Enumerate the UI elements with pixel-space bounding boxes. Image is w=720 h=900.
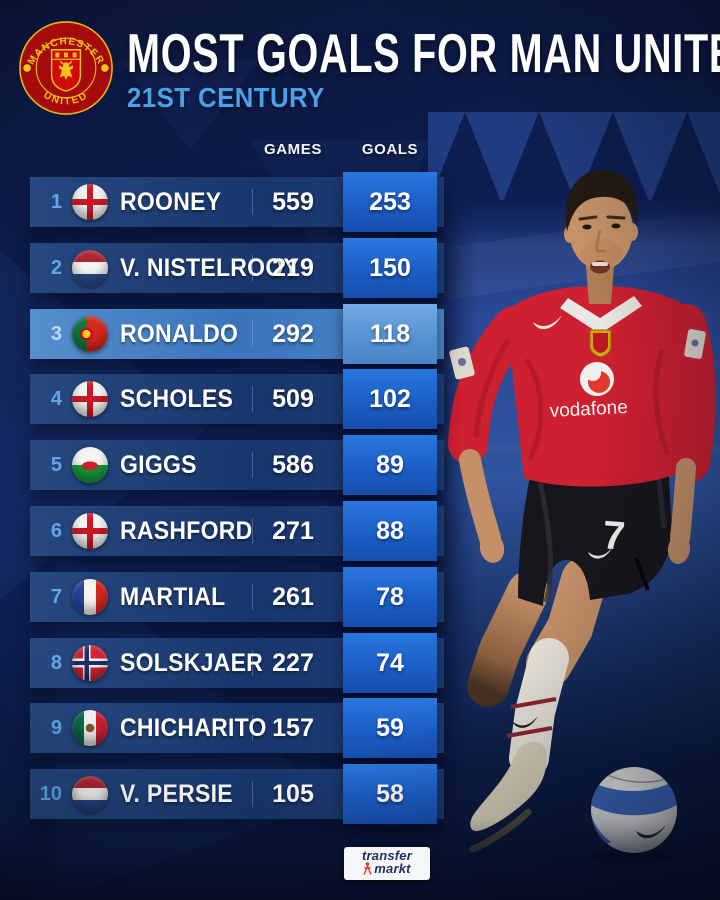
player-name: CHICHARITO	[120, 714, 267, 742]
rank-label: 8	[50, 652, 62, 674]
flag-england-icon	[72, 184, 108, 220]
player-name: RASHFORD	[120, 517, 253, 545]
flag-mexico-icon	[72, 710, 108, 746]
man-united-crest: MANCHESTER UNITED	[19, 21, 113, 115]
table-row: 8 SOLSKJAER 227 74	[30, 633, 444, 693]
player-name: RONALDO	[120, 320, 239, 348]
games-column-header: GAMES	[263, 141, 322, 158]
goals-value: 150	[369, 254, 411, 282]
rank-label: 4	[50, 388, 62, 410]
goals-box: 118	[343, 304, 437, 364]
games-value: 105	[272, 780, 314, 808]
goals-box: 59	[343, 698, 437, 758]
goals-box: 150	[343, 238, 437, 298]
goals-value: 253	[369, 188, 411, 216]
games-value: 219	[272, 254, 314, 282]
goals-box: 74	[343, 633, 437, 693]
games-value: 559	[272, 188, 314, 216]
table-row: 5 GIGGS 586 89	[30, 435, 444, 495]
table-row: 2 V. NISTELROOY 219 150	[30, 238, 444, 298]
flag-france-icon	[72, 579, 108, 615]
table-row: 4 SCHOLES 509 102	[30, 369, 444, 429]
page-title: MOST GOALS FOR MAN UNITED	[127, 22, 720, 84]
goals-box: 253	[343, 172, 437, 232]
rank-label: 7	[50, 586, 62, 608]
rank-label: 3	[50, 323, 62, 345]
flag-portugal-icon	[72, 316, 108, 352]
goals-value: 59	[376, 714, 404, 742]
games-value: 261	[272, 583, 314, 611]
crest-ball-right-icon	[100, 63, 110, 73]
table-row: 6 RASHFORD 271 88	[30, 501, 444, 561]
goals-column-header: GOALS	[361, 141, 419, 158]
page-subtitle: 21ST CENTURY	[127, 82, 325, 113]
player-name: MARTIAL	[120, 583, 226, 611]
player-name: V. PERSIE	[120, 780, 233, 808]
table-row: 1 ROONEY 559 253	[30, 172, 444, 232]
player-name: ROONEY	[120, 188, 222, 216]
goals-box: 102	[343, 369, 437, 429]
rank-label: 6	[50, 520, 62, 542]
games-value: 227	[272, 649, 314, 677]
goals-box: 89	[343, 435, 437, 495]
games-value: 509	[272, 385, 314, 413]
goals-value: 74	[376, 649, 404, 677]
rank-label: 5	[50, 454, 62, 476]
games-value: 292	[272, 320, 314, 348]
transfermarkt-logo: transfer markt	[344, 847, 430, 880]
goals-box: 88	[343, 501, 437, 561]
flag-england-icon	[72, 381, 108, 417]
goals-box: 58	[343, 764, 437, 824]
goals-value: 89	[376, 451, 404, 479]
player-name: SCHOLES	[120, 385, 234, 413]
goals-value: 88	[376, 517, 404, 545]
crest-ball-left-icon	[22, 63, 32, 73]
flag-england-icon	[72, 513, 108, 549]
flag-netherlands-icon	[72, 250, 108, 286]
games-value: 586	[272, 451, 314, 479]
table-row: 7 MARTIAL 261 78	[30, 567, 444, 627]
table-row: 3 RONALDO 292 118	[30, 304, 444, 364]
flag-wales-icon	[72, 447, 108, 483]
games-value: 157	[272, 714, 314, 742]
rank-label: 9	[50, 717, 62, 739]
goals-value: 78	[376, 583, 404, 611]
flag-netherlands-icon	[72, 776, 108, 812]
goals-value: 58	[376, 780, 404, 808]
rank-label: 10	[39, 783, 62, 805]
games-value: 271	[272, 517, 314, 545]
goals-value: 102	[369, 385, 411, 413]
goals-value: 118	[369, 320, 411, 348]
transfermarkt-word-markt: markt	[374, 861, 411, 876]
player-name: SOLSKJAER	[120, 649, 264, 677]
rank-label: 2	[50, 257, 62, 279]
goals-box: 78	[343, 567, 437, 627]
transfermarkt-figure-icon	[363, 862, 372, 875]
table-row: 9 CHICHARITO 157 59	[30, 698, 444, 758]
rank-label: 1	[50, 191, 62, 213]
player-name: GIGGS	[120, 451, 197, 479]
table-row: 10 V. PERSIE 105 58	[30, 764, 444, 824]
flag-norway-icon	[72, 645, 108, 681]
transfermarkt-line2: markt	[344, 862, 430, 875]
